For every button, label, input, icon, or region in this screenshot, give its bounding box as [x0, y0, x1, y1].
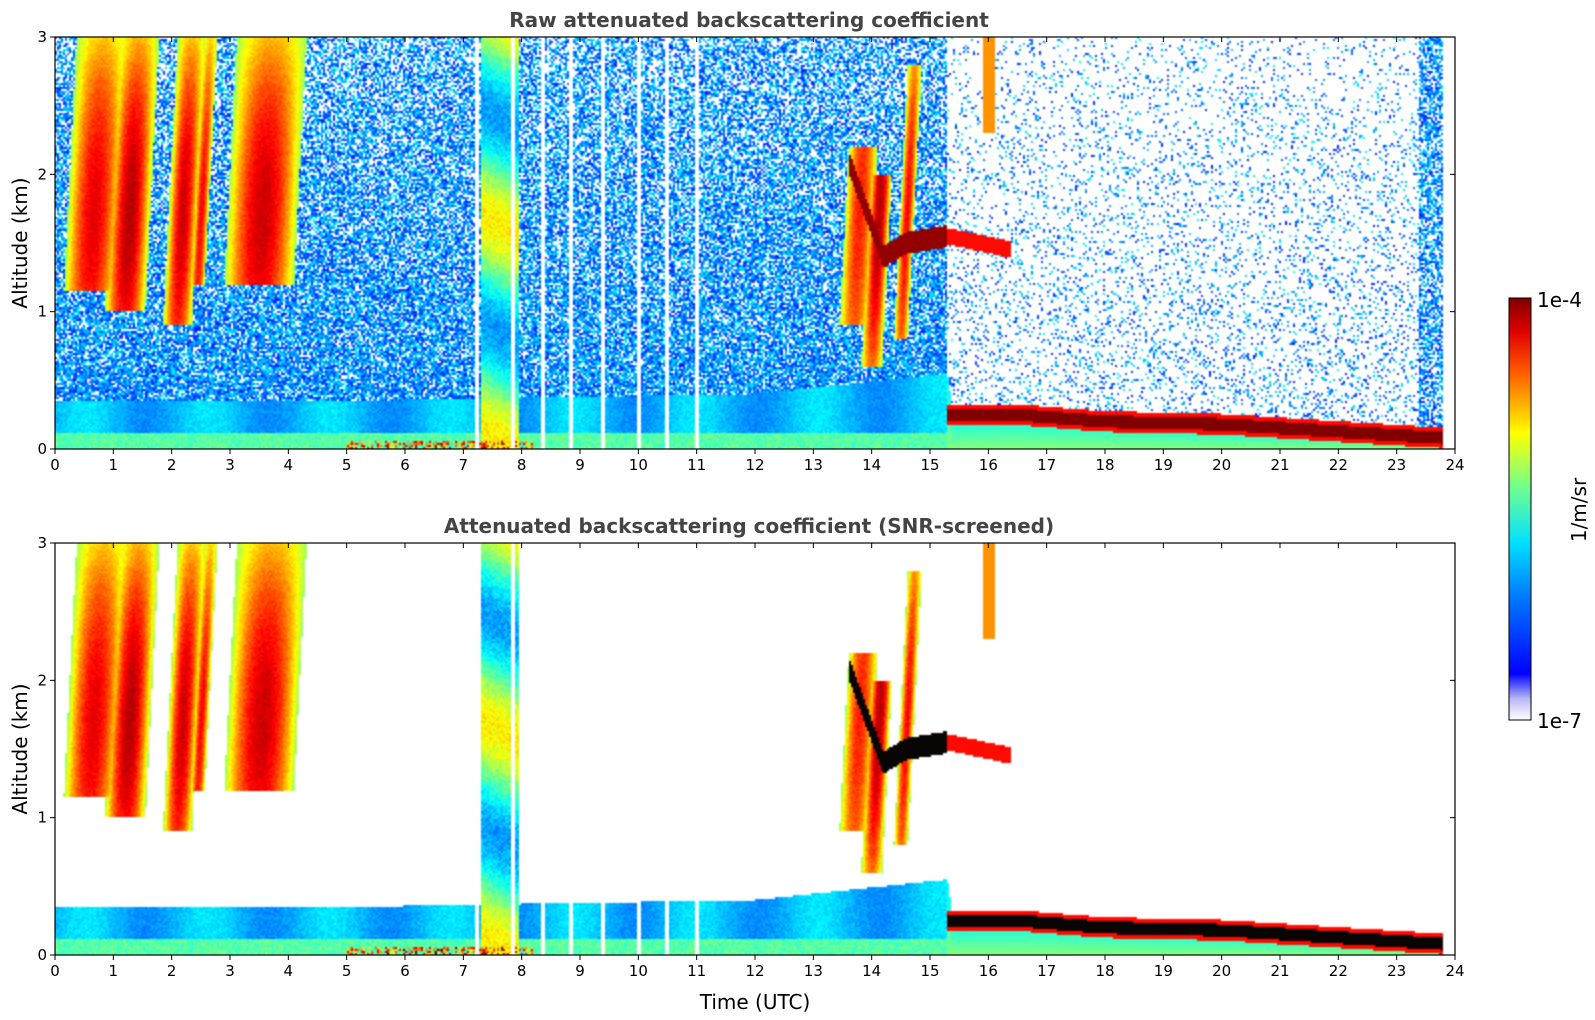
x-tick-label: 21 [1270, 456, 1289, 474]
heatmap-raw-area [55, 37, 1455, 449]
y-tick-label: 1 [37, 809, 47, 827]
y-tick-label: 0 [37, 946, 47, 964]
x-tick-label: 2 [167, 962, 177, 980]
x-tick-label: 18 [1095, 962, 1114, 980]
x-tick-label: 2 [167, 456, 177, 474]
x-tick-label: 23 [1387, 456, 1406, 474]
x-axis-screened: 0 1 2 3 4 5 6 7 8 9 10 11 12 13 14 15 16 17 18 19 20 21 22 23 24 [50, 543, 1465, 980]
x-tick-label: 4 [284, 962, 294, 980]
x-tick-label: 13 [804, 456, 823, 474]
x-tick-label: 11 [687, 456, 706, 474]
heatmap-screened-image [55, 543, 1455, 955]
x-tick-label: 6 [400, 962, 410, 980]
panel-screened: Attenuated backscattering coefficient (S… [8, 514, 1465, 1014]
x-tick-label: 19 [1154, 456, 1173, 474]
y-tick-label: 3 [37, 28, 47, 46]
x-tick-label: 9 [575, 456, 585, 474]
x-tick-label: 4 [284, 456, 294, 474]
x-tick-label: 24 [1445, 456, 1464, 474]
x-tick-label: 5 [342, 456, 352, 474]
x-tick-label: 3 [225, 456, 235, 474]
heatmap-raw-image [55, 37, 1455, 449]
x-tick-label: 1 [109, 456, 119, 474]
x-tick-label: 5 [342, 962, 352, 980]
y-axis-raw: 0 1 2 3 [37, 28, 1455, 458]
y-tick-label: 3 [37, 534, 47, 552]
x-tick-label: 12 [745, 962, 764, 980]
y-axis-label-screened: Altitude (km) [8, 683, 32, 814]
x-tick-label: 10 [629, 456, 648, 474]
x-tick-label: 21 [1270, 962, 1289, 980]
y-axis-label-raw: Altitude (km) [8, 177, 32, 308]
colorbar-frame [1508, 297, 1532, 721]
x-tick-label: 19 [1154, 962, 1173, 980]
x-tick-label: 1 [109, 962, 119, 980]
x-tick-label: 8 [517, 962, 527, 980]
x-tick-label: 0 [50, 962, 60, 980]
x-axis-label: Time (UTC) [699, 990, 811, 1014]
x-tick-label: 0 [50, 456, 60, 474]
x-tick-label: 16 [979, 962, 998, 980]
panel-screened-title: Attenuated backscattering coefficient (S… [444, 514, 1054, 538]
x-tick-label: 7 [459, 962, 469, 980]
colorbar-gradient [1509, 298, 1531, 720]
y-tick-label: 2 [37, 165, 47, 183]
x-axis-raw: 0 1 2 3 4 5 6 7 8 9 10 11 12 13 14 15 16 17 18 19 20 21 22 23 24 [50, 37, 1465, 474]
x-tick-label: 13 [804, 962, 823, 980]
x-tick-label: 10 [629, 962, 648, 980]
x-tick-label: 15 [920, 456, 939, 474]
x-tick-label: 17 [1037, 456, 1056, 474]
x-tick-label: 12 [745, 456, 764, 474]
y-tick-label: 0 [37, 440, 47, 458]
x-tick-label: 11 [687, 962, 706, 980]
x-tick-label: 3 [225, 962, 235, 980]
x-tick-label: 17 [1037, 962, 1056, 980]
colorbar-min-label: 1e-7 [1537, 709, 1582, 733]
x-tick-label: 9 [575, 962, 585, 980]
x-tick-label: 22 [1329, 962, 1348, 980]
y-tick-label: 2 [37, 671, 47, 689]
colorbar: 1e-4 1e-7 1/m/sr [1508, 288, 1591, 733]
panel-raw-title: Raw attenuated backscattering coefficien… [509, 8, 989, 32]
x-tick-label: 14 [862, 456, 881, 474]
x-tick-label: 24 [1445, 962, 1464, 980]
x-tick-label: 7 [459, 456, 469, 474]
y-axis-screened: 0 1 2 3 [37, 534, 1455, 964]
x-tick-label: 22 [1329, 456, 1348, 474]
x-tick-label: 8 [517, 456, 527, 474]
x-tick-label: 14 [862, 962, 881, 980]
x-tick-label: 16 [979, 456, 998, 474]
colorbar-max-label: 1e-4 [1537, 288, 1582, 312]
x-tick-label: 18 [1095, 456, 1114, 474]
x-tick-label: 20 [1212, 962, 1231, 980]
y-tick-label: 1 [37, 303, 47, 321]
x-tick-label: 20 [1212, 456, 1231, 474]
x-tick-label: 23 [1387, 962, 1406, 980]
heatmap-screened-area [55, 543, 1455, 955]
panel-raw: Raw attenuated backscattering coefficien… [8, 8, 1465, 474]
x-tick-label: 15 [920, 962, 939, 980]
colorbar-unit-label: 1/m/sr [1567, 477, 1591, 542]
x-tick-label: 6 [400, 456, 410, 474]
